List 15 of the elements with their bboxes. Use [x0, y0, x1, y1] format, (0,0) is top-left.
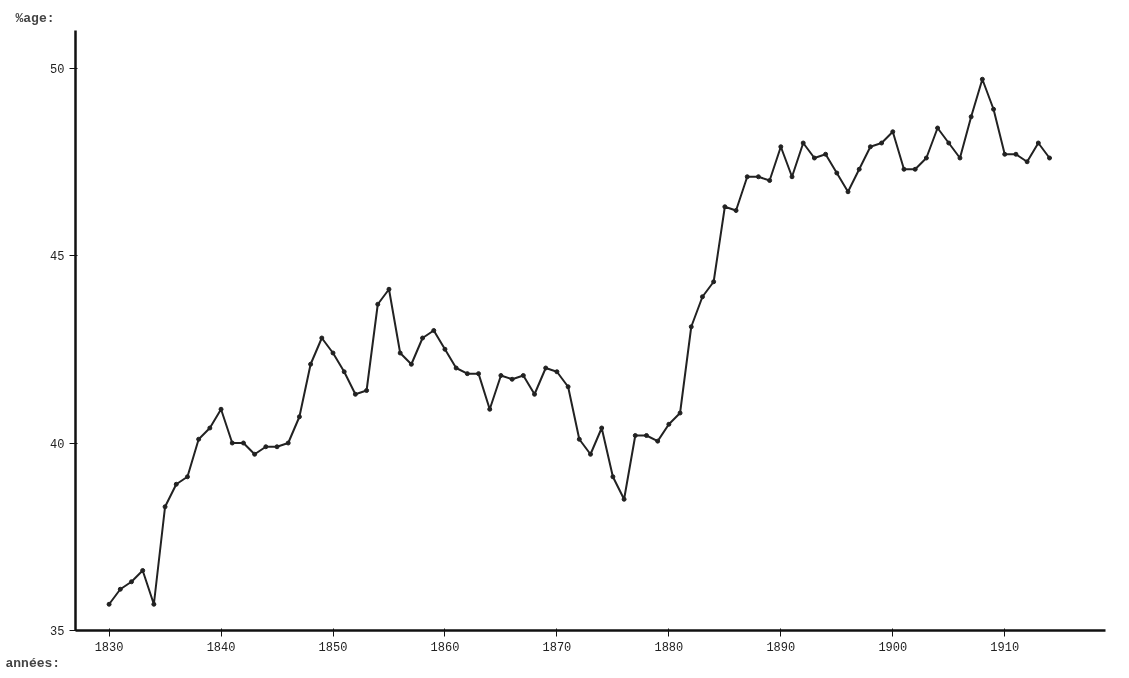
- x-tick-label: 1840: [206, 640, 236, 655]
- x-tick-label: 1860: [430, 640, 460, 655]
- x-axis-title: années:: [5, 655, 61, 671]
- x-tick-label: 1890: [766, 640, 796, 655]
- y-tick-label: 40: [50, 437, 65, 452]
- x-tick-label: 1910: [990, 640, 1020, 655]
- y-axis-title: %age:: [15, 10, 55, 26]
- x-tick-label: 1880: [654, 640, 684, 655]
- x-tick-label: 1830: [94, 640, 124, 655]
- y-tick-label: 35: [50, 625, 65, 639]
- x-tick-label: 1850: [318, 640, 348, 655]
- x-tick-label: 1900: [878, 640, 908, 655]
- x-tick-label: 1870: [542, 640, 572, 655]
- y-tick-label: 45: [50, 250, 65, 264]
- y-tick-label: 50: [50, 62, 65, 77]
